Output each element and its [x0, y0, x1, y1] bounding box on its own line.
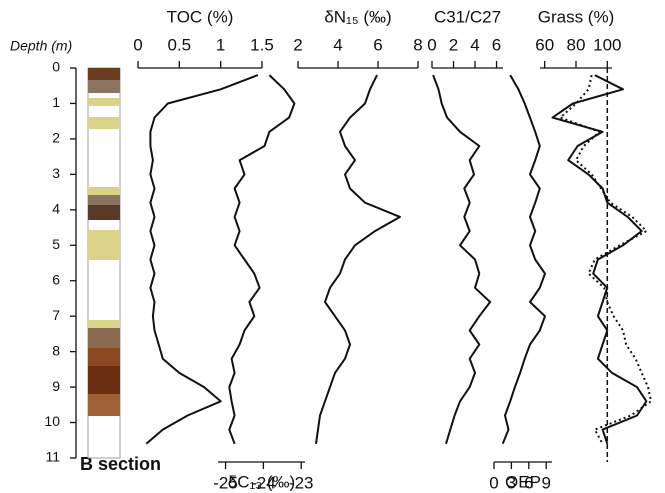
y-tick-label: 4 [52, 201, 60, 217]
profile-line [501, 74, 546, 445]
x-tick-label: 80 [567, 35, 586, 54]
y-tick-label: 3 [52, 165, 60, 181]
y-tick-label: 2 [52, 130, 60, 146]
x-tick-label: 1 [216, 35, 225, 54]
profile-line [432, 74, 492, 445]
panel-title: TOC (%) [167, 7, 234, 26]
y-tick-label: 1 [52, 94, 60, 110]
x-tick-label: 60 [535, 35, 554, 54]
y-tick-label: 10 [44, 413, 60, 429]
profile-line [315, 74, 401, 444]
y-tick-label: 7 [52, 307, 60, 323]
x-tick-label: 1.5 [250, 35, 274, 54]
panel-title: δN₁₅ (‰) [324, 7, 391, 26]
panel-title: OEP [505, 472, 541, 491]
profile-line [551, 74, 648, 445]
y-tick-label: 8 [52, 342, 60, 358]
y-tick-label: 9 [52, 378, 60, 394]
x-tick-label: 3 [507, 473, 516, 492]
lithology-column [87, 67, 121, 459]
x-tick-label: 0 [489, 473, 498, 492]
x-tick-label: 9 [541, 473, 550, 492]
y-tick-label: 11 [45, 449, 60, 465]
y-tick-label: 6 [52, 271, 60, 287]
x-tick-label: 0.5 [168, 35, 192, 54]
x-tick-label: -24 [251, 473, 276, 492]
x-tick-label: 0 [427, 35, 436, 54]
x-tick-label: 4 [333, 35, 342, 54]
x-tick-label: 2 [293, 35, 302, 54]
x-tick-label: -25 [213, 473, 238, 492]
x-tick-label: 6 [373, 35, 382, 54]
section-label: B section [80, 454, 161, 474]
panel-title: δC₁₃ (‰) [228, 472, 295, 491]
x-tick-label: 100 [593, 35, 621, 54]
x-tick-label: 0 [133, 35, 142, 54]
y-tick-label: 5 [52, 236, 60, 252]
profile-line [145, 74, 259, 445]
y-axis-title: Depth (m) [10, 38, 72, 54]
panel-title: Grass (%) [538, 7, 615, 26]
x-tick-label: 8 [413, 35, 422, 54]
x-tick-label: -23 [289, 473, 314, 492]
profile-line [228, 74, 296, 445]
x-tick-label: 6 [524, 473, 533, 492]
x-tick-label: 2 [449, 35, 458, 54]
y-tick-label: 0 [52, 59, 60, 75]
x-tick-label: 4 [470, 35, 479, 54]
x-tick-label: 6 [492, 35, 501, 54]
panel-title: C31/C27 [434, 7, 501, 26]
